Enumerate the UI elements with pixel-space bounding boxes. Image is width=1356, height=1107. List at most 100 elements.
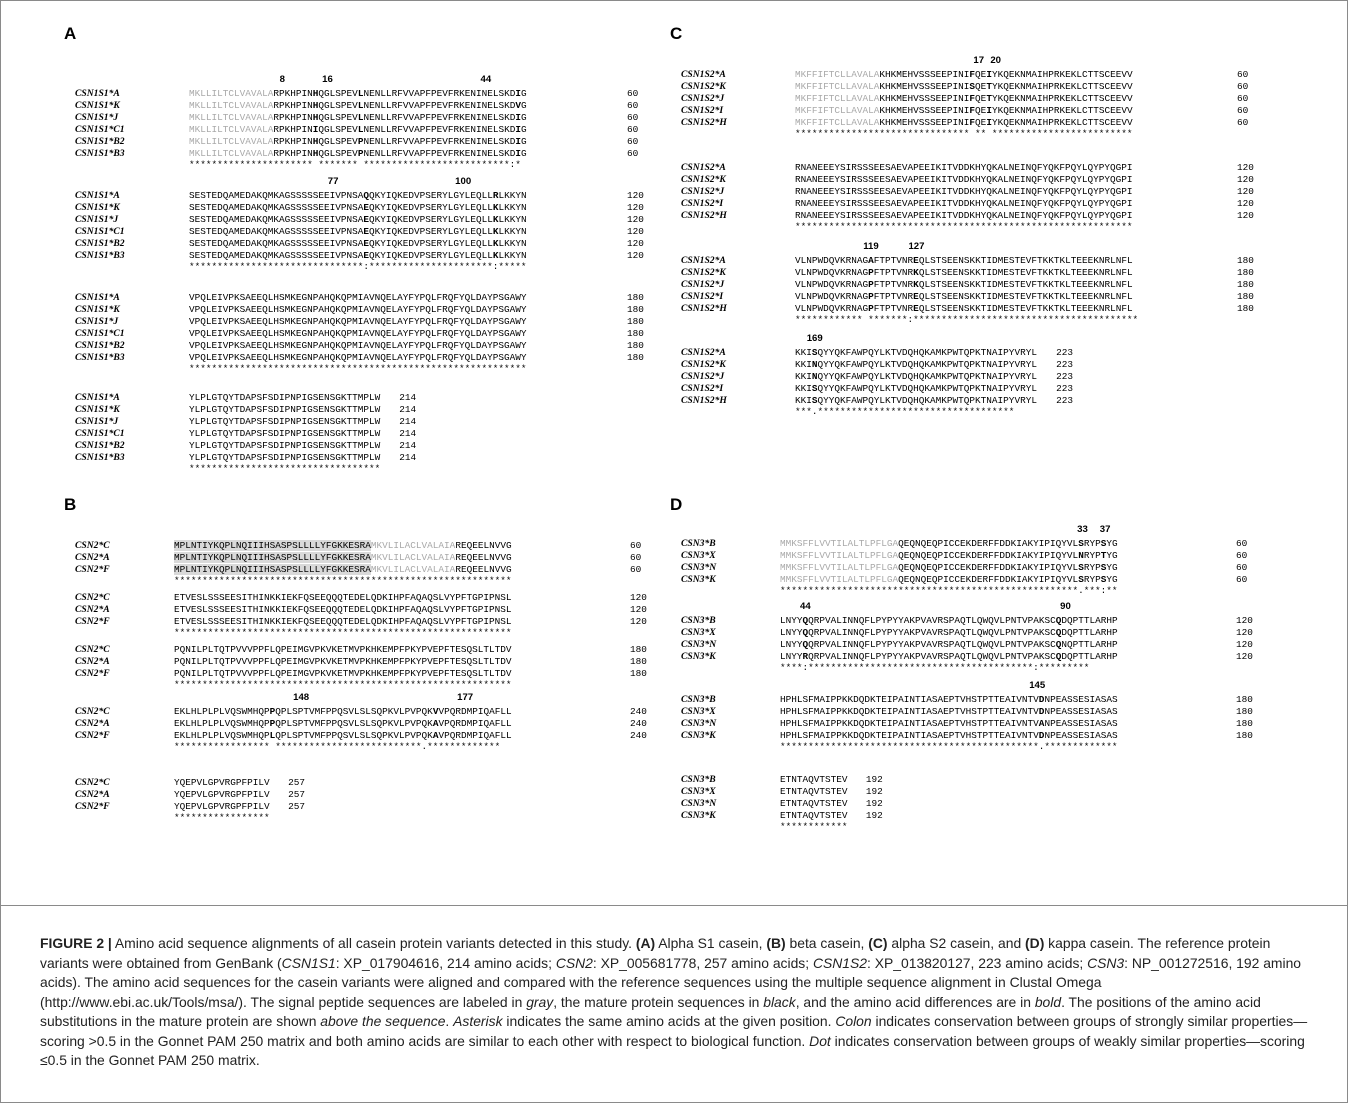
figure-label: FIGURE 2 | <box>40 935 112 951</box>
substituted-residue: E <box>363 238 370 249</box>
variant-name: CSN1S2*I <box>681 105 724 116</box>
mature-sequence: RPKHPIN <box>273 124 313 135</box>
substituted-residue: L <box>269 730 276 741</box>
consensus-line: ****************************************… <box>780 585 1118 596</box>
mature-sequence: FTPTVNR <box>873 255 914 266</box>
consensus-line: ********************** ******* *********… <box>189 159 521 170</box>
amino-acid-sequence: ETNTAQVTSTEV <box>780 810 848 822</box>
residue-count: 120 <box>627 202 644 213</box>
residue-count: 120 <box>630 604 647 615</box>
variant-name: CSN3*N <box>681 798 717 809</box>
mature-sequence: LNYY <box>780 651 803 662</box>
amino-acid-sequence: VPQLEIVPKSAEEQLHSMKEGNPAHQKQPMIAVNQELAYF… <box>189 328 527 340</box>
variant-name: CSN2*A <box>75 718 110 729</box>
residue-count: 60 <box>1237 105 1249 116</box>
variant-name: CSN3*N <box>681 639 717 650</box>
mature-sequence: YLPLGTQYTDAPSFSDIPNPIGSENSGKTTMPLW <box>189 404 381 415</box>
variant-name: CSN1S1*C1 <box>75 328 125 339</box>
variant-name: CSN3*X <box>681 706 716 717</box>
mature-sequence: LKKYN <box>498 250 527 261</box>
variant-name: CSN1S2*K <box>681 359 726 370</box>
residue-count: 180 <box>1237 267 1254 278</box>
amino-acid-sequence: YLPLGTQYTDAPSFSDIPNPIGSENSGKTTMPLW <box>189 440 380 452</box>
variant-name: CSN1S2*A <box>681 69 726 80</box>
variant-name: CSN1S2*H <box>681 395 727 406</box>
substituted-residue: Q <box>802 639 809 650</box>
amino-acid-sequence: VLNPWDQVKRNAGPFTPTVNREQLSTSEENSKKTIDMEST… <box>795 291 1133 303</box>
variant-name: CSN2*A <box>75 604 110 615</box>
caption-text: : NP_001272516, 192 amino acids). The am… <box>40 954 1302 1010</box>
mature-sequence: QEQNQEQPICCEKDERFFDDKIAKYIPIQYVL <box>898 538 1079 549</box>
mature-sequence: HPHLSFMAIPPKKDQDKTEIPAINTIASAEPTVHSTPTTE… <box>780 718 1039 729</box>
residue-count: 60 <box>627 124 639 135</box>
substitution-position: 37 <box>1099 524 1111 535</box>
mature-sequence: ETVESLSSSEESITHINKKIEKFQSEEQQQTEDELQDKIH… <box>174 616 512 627</box>
signal-peptide: MKLLILTCLVAVALA <box>189 124 274 135</box>
mature-sequence: KKI <box>795 347 812 358</box>
mature-sequence: QLSTSEENSKKTIDMESTEVFTKKTKLTEEEKNRLNFL <box>918 303 1133 314</box>
residue-count: 120 <box>630 616 647 627</box>
substituted-residue: L <box>357 88 364 99</box>
variant-name: CSN2*C <box>75 706 110 717</box>
mature-sequence: SESTEDQAMEDAKQMKAGSSSSSEEIVPNSA <box>189 238 364 249</box>
amino-acid-sequence: ETNTAQVTSTEV <box>780 798 848 810</box>
variant-name: CSN3*K <box>681 730 716 741</box>
amino-acid-sequence: EKLHLPLPLVQSWMHQPPQPLSPTVMFPPQSVLSLSQPKV… <box>174 718 512 730</box>
variant-name: CSN1S2*H <box>681 210 727 221</box>
residue-count: 180 <box>1237 279 1254 290</box>
caption-text: gray <box>526 993 554 1010</box>
substituted-residue: A <box>432 730 439 741</box>
amino-acid-sequence: MMKSFFLVVTILALTLPFLGAQEQNQEQPICCEKDERFFD… <box>780 550 1118 562</box>
substituted-residue: I <box>515 112 521 123</box>
substituted-residue: S <box>1078 574 1084 585</box>
mature-sequence: SESTEDQAMEDAKQMKAGSSSSSEEIVPNSA <box>189 226 364 237</box>
mature-sequence: G <box>521 136 527 147</box>
mature-sequence: LKKYN <box>498 190 527 201</box>
substituted-residue: R <box>492 190 499 201</box>
residue-count: 192 <box>865 810 883 821</box>
substituted-residue: V <box>432 706 439 717</box>
mature-sequence: KHKMEHVSSSEEPINI <box>879 81 970 92</box>
mature-sequence: YG <box>1106 550 1118 561</box>
amino-acid-sequence: ETVESLSSSEESITHINKKIEKFQSEEQQQTEDELQDKIH… <box>174 616 512 628</box>
highlighted-segment: MPLNTIYKQPLNQIIIHSASPSLLLLYFGKKESRA <box>174 564 371 575</box>
substituted-residue: T <box>986 93 992 104</box>
mature-sequence: ETNTAQVTSTEV <box>780 774 848 785</box>
mature-sequence: RNANEEEYSIRSSSEESAEVAPEEIKITVDDKHYQKALNE… <box>795 174 1133 185</box>
residue-count: 120 <box>627 214 644 225</box>
mature-sequence: QEQNQEQPICCEKDERFFDDKIAKYIPIQYVL <box>898 550 1079 561</box>
amino-acid-sequence: PQNILPLTQTPVVVPPFLQPEIMGVPKVKETMVPKHKEMP… <box>174 644 512 656</box>
substitution-position: 148 <box>293 692 310 703</box>
variant-name: CSN1S1*B2 <box>75 238 125 249</box>
mature-sequence: VLNPWDQVKRNAG <box>795 279 869 290</box>
variant-name: CSN1S1*B3 <box>75 148 125 159</box>
substituted-residue: N <box>1078 550 1084 561</box>
highlighted-segment: MPLNTIYKQPLNQIIIHSASPSLLLLYFGKKESRA <box>174 552 371 563</box>
variant-name: CSN3*N <box>681 562 717 573</box>
residue-count: 60 <box>630 540 642 551</box>
substituted-residue: E <box>363 226 370 237</box>
mature-sequence: YKQEKNMAIHPRKEKLCTTSCEEVV <box>991 81 1133 92</box>
residue-count: 180 <box>1236 706 1253 717</box>
variant-name: CSN1S2*J <box>681 371 725 382</box>
substituted-residue: E <box>913 255 919 266</box>
amino-acid-sequence: MMKSFFLVVTILALTLPFLGAQEQNQEQPICCEKDERFFD… <box>780 562 1118 574</box>
mature-sequence: QYYQKFAWPQYLKTVDQHQKAMKPWTQPKTNAIPYVRYL <box>817 347 1037 358</box>
residue-count: 120 <box>1236 639 1253 650</box>
mature-sequence: YKQEKNMAIHPRKEKLCTTSCEEVV <box>991 93 1133 104</box>
residue-count: 120 <box>627 250 644 261</box>
amino-acid-sequence: SESTEDQAMEDAKQMKAGSSSSSEEIVPNSAEQKYIQKED… <box>189 202 527 214</box>
substitution-position: 17 <box>973 55 985 66</box>
residue-count: 60 <box>630 564 642 575</box>
variant-name: CSN3*K <box>681 574 716 585</box>
variant-name: CSN3*X <box>681 786 716 797</box>
mature-sequence: NENLLRFVVAPFPEVFRKENINELSKD <box>363 88 516 99</box>
substituted-residue: K <box>913 279 919 290</box>
mature-sequence: YQEPVLGPVRGPFPILV <box>174 789 270 800</box>
substituted-residue: E <box>913 303 919 314</box>
caption-text: Dot <box>809 1032 831 1049</box>
mature-sequence: HPHLSFMAIPPKKDQDKTEIPAINTIASAEPTVHSTPTTE… <box>780 694 1039 705</box>
mature-sequence: RNANEEEYSIRSSSEESAEVAPEEIKITVDDKHYQKALNE… <box>795 198 1133 209</box>
mature-sequence: QYYQKFAWPQYLKTVDQHQKAMKPWTQPKTNAIPYVRYL <box>817 383 1037 394</box>
variant-name: CSN1S2*A <box>681 255 726 266</box>
